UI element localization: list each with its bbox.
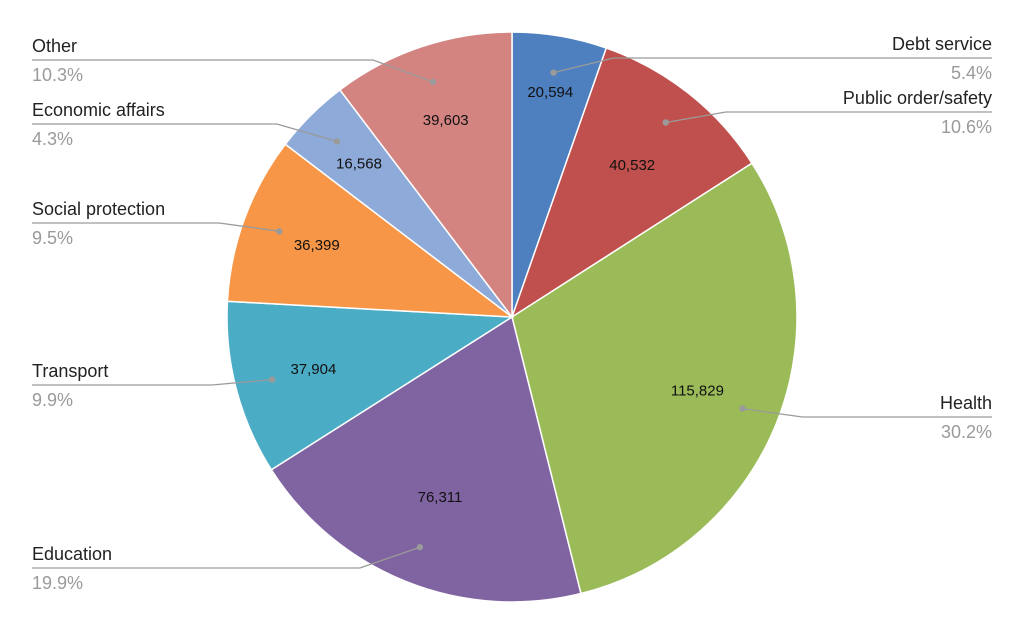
percent-label-social-protection: 9.5% xyxy=(32,228,73,248)
category-label-health: Health xyxy=(940,393,992,413)
percent-label-economic-affairs: 4.3% xyxy=(32,129,73,149)
leader-line-transport xyxy=(32,378,273,386)
category-labels: Debt service 5.4% Public order/safety 10.6%… xyxy=(32,34,992,593)
percent-label-public-order-safety: 10.6% xyxy=(941,117,992,137)
slice-value-debt-service: 20,594 xyxy=(527,84,573,101)
leader-dot-public-order-safety xyxy=(662,119,669,126)
leader-dot-transport xyxy=(268,376,276,383)
pie-slice-transport xyxy=(226,300,515,471)
leader-dot-education xyxy=(416,544,424,551)
slice-value-public-order-safety: 40,532 xyxy=(609,157,655,174)
leader-dot-other xyxy=(429,78,437,86)
slice-value-economic-affairs: 16,568 xyxy=(336,156,382,173)
leader-line-health xyxy=(742,407,992,418)
percent-label-transport: 9.9% xyxy=(32,390,73,410)
slice-value-transport: 37,904 xyxy=(290,361,336,378)
leader-lines xyxy=(32,57,992,569)
percent-label-health: 30.2% xyxy=(941,422,992,442)
leader-line-public-order-safety xyxy=(665,111,992,124)
category-label-debt-service: Debt service xyxy=(892,34,992,54)
leader-line-economic-affairs xyxy=(32,123,338,143)
pie-slice-other xyxy=(338,31,513,320)
percent-label-debt-service: 5.4% xyxy=(951,63,992,83)
category-label-public-order-safety: Public order/safety xyxy=(843,88,992,108)
leader-dot-social-protection xyxy=(276,228,283,235)
category-label-social-protection: Social protection xyxy=(32,199,165,219)
leader-line-debt-service xyxy=(553,57,992,74)
category-label-other: Other xyxy=(32,36,77,56)
percent-label-education: 19.9% xyxy=(32,573,83,593)
category-label-economic-affairs: Economic affairs xyxy=(32,100,165,120)
leader-dot-health xyxy=(739,405,746,412)
category-label-education: Education xyxy=(32,544,112,564)
percent-label-other: 10.3% xyxy=(32,65,83,85)
slice-value-education: 76,311 xyxy=(418,489,463,506)
slice-value-other: 39,603 xyxy=(423,112,469,129)
slice-value-labels: 20,594 40,532 115,829 76,311 37,904 36,399 16,… xyxy=(290,84,724,506)
leader-dot-debt-service xyxy=(550,69,557,76)
leader-line-other xyxy=(32,59,434,83)
pie-slice-health xyxy=(511,162,798,595)
leader-line-social-protection xyxy=(32,222,280,232)
category-label-transport: Transport xyxy=(32,361,108,381)
slice-value-social-protection: 36,399 xyxy=(294,237,340,254)
pie-slice-education xyxy=(270,315,582,603)
pie-slices xyxy=(226,31,798,603)
leader-dot-economic-affairs xyxy=(333,138,341,145)
pie-slice-public-order-safety xyxy=(510,47,753,319)
leader-line-education xyxy=(32,546,421,569)
pie-slice-social-protection xyxy=(226,143,515,318)
slice-value-health: 115,829 xyxy=(671,383,724,400)
